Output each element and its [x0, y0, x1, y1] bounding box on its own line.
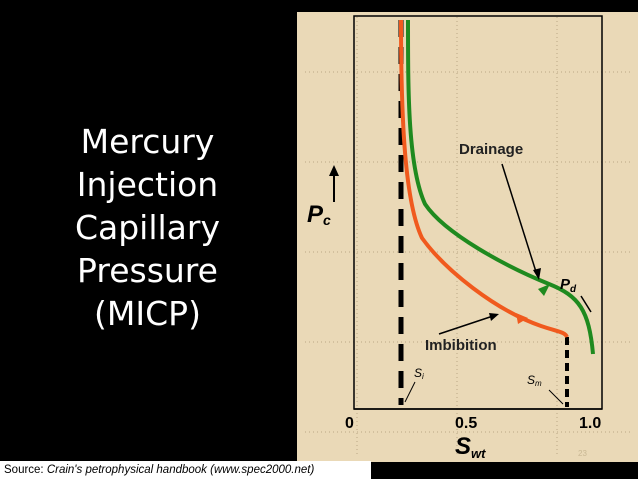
imbibition-label: Imbibition: [425, 337, 497, 354]
tick-label-0: 0: [345, 415, 354, 432]
drainage-label: Drainage: [459, 141, 523, 158]
sm-pointer: [548, 389, 564, 405]
title-line-5: (MICP): [94, 294, 201, 333]
imbibition-pointer-arrow: [489, 313, 499, 321]
sm-label: Sm: [527, 373, 542, 388]
title-line-4: Pressure: [77, 251, 218, 290]
title-line-3: Capillary: [74, 208, 221, 247]
source-text: Crain's petrophysical handbook (www.spec…: [46, 464, 315, 476]
imbibition-arrowhead: [516, 313, 528, 324]
x-axis-label: Swt: [455, 433, 486, 461]
pc-arrow-icon: [329, 165, 339, 176]
page-number: 23: [578, 449, 587, 458]
tick-label-1-0: 1.0: [579, 415, 601, 432]
micp-diagram: Pc Drainage Imbibition Pd Si Sm: [297, 12, 638, 462]
micp-diagram-svg: Pc Drainage Imbibition Pd Si Sm: [305, 15, 632, 461]
drainage-pointer-arrow: [533, 268, 541, 280]
si-label: Si: [414, 366, 424, 381]
drainage-arrowhead: [538, 284, 550, 296]
source-prefix: Source:: [4, 464, 47, 476]
pd-label: Pd: [560, 276, 577, 295]
y-axis-label: Pc: [307, 201, 331, 228]
source-citation: Source: Crain's petrophysical handbook (…: [0, 461, 371, 479]
slide-title: Mercury Injection Capillary Pressure (MI…: [40, 120, 255, 335]
tick-label-0-5: 0.5: [455, 415, 477, 432]
imbibition-pointer: [438, 315, 494, 335]
title-line-2: Injection: [76, 165, 219, 204]
si-pointer: [404, 381, 416, 403]
drainage-pointer: [501, 163, 538, 276]
title-line-1: Mercury: [80, 122, 215, 161]
pd-pointer: [580, 295, 592, 313]
imbibition-curve: [399, 19, 569, 338]
drainage-curve: [406, 19, 595, 355]
